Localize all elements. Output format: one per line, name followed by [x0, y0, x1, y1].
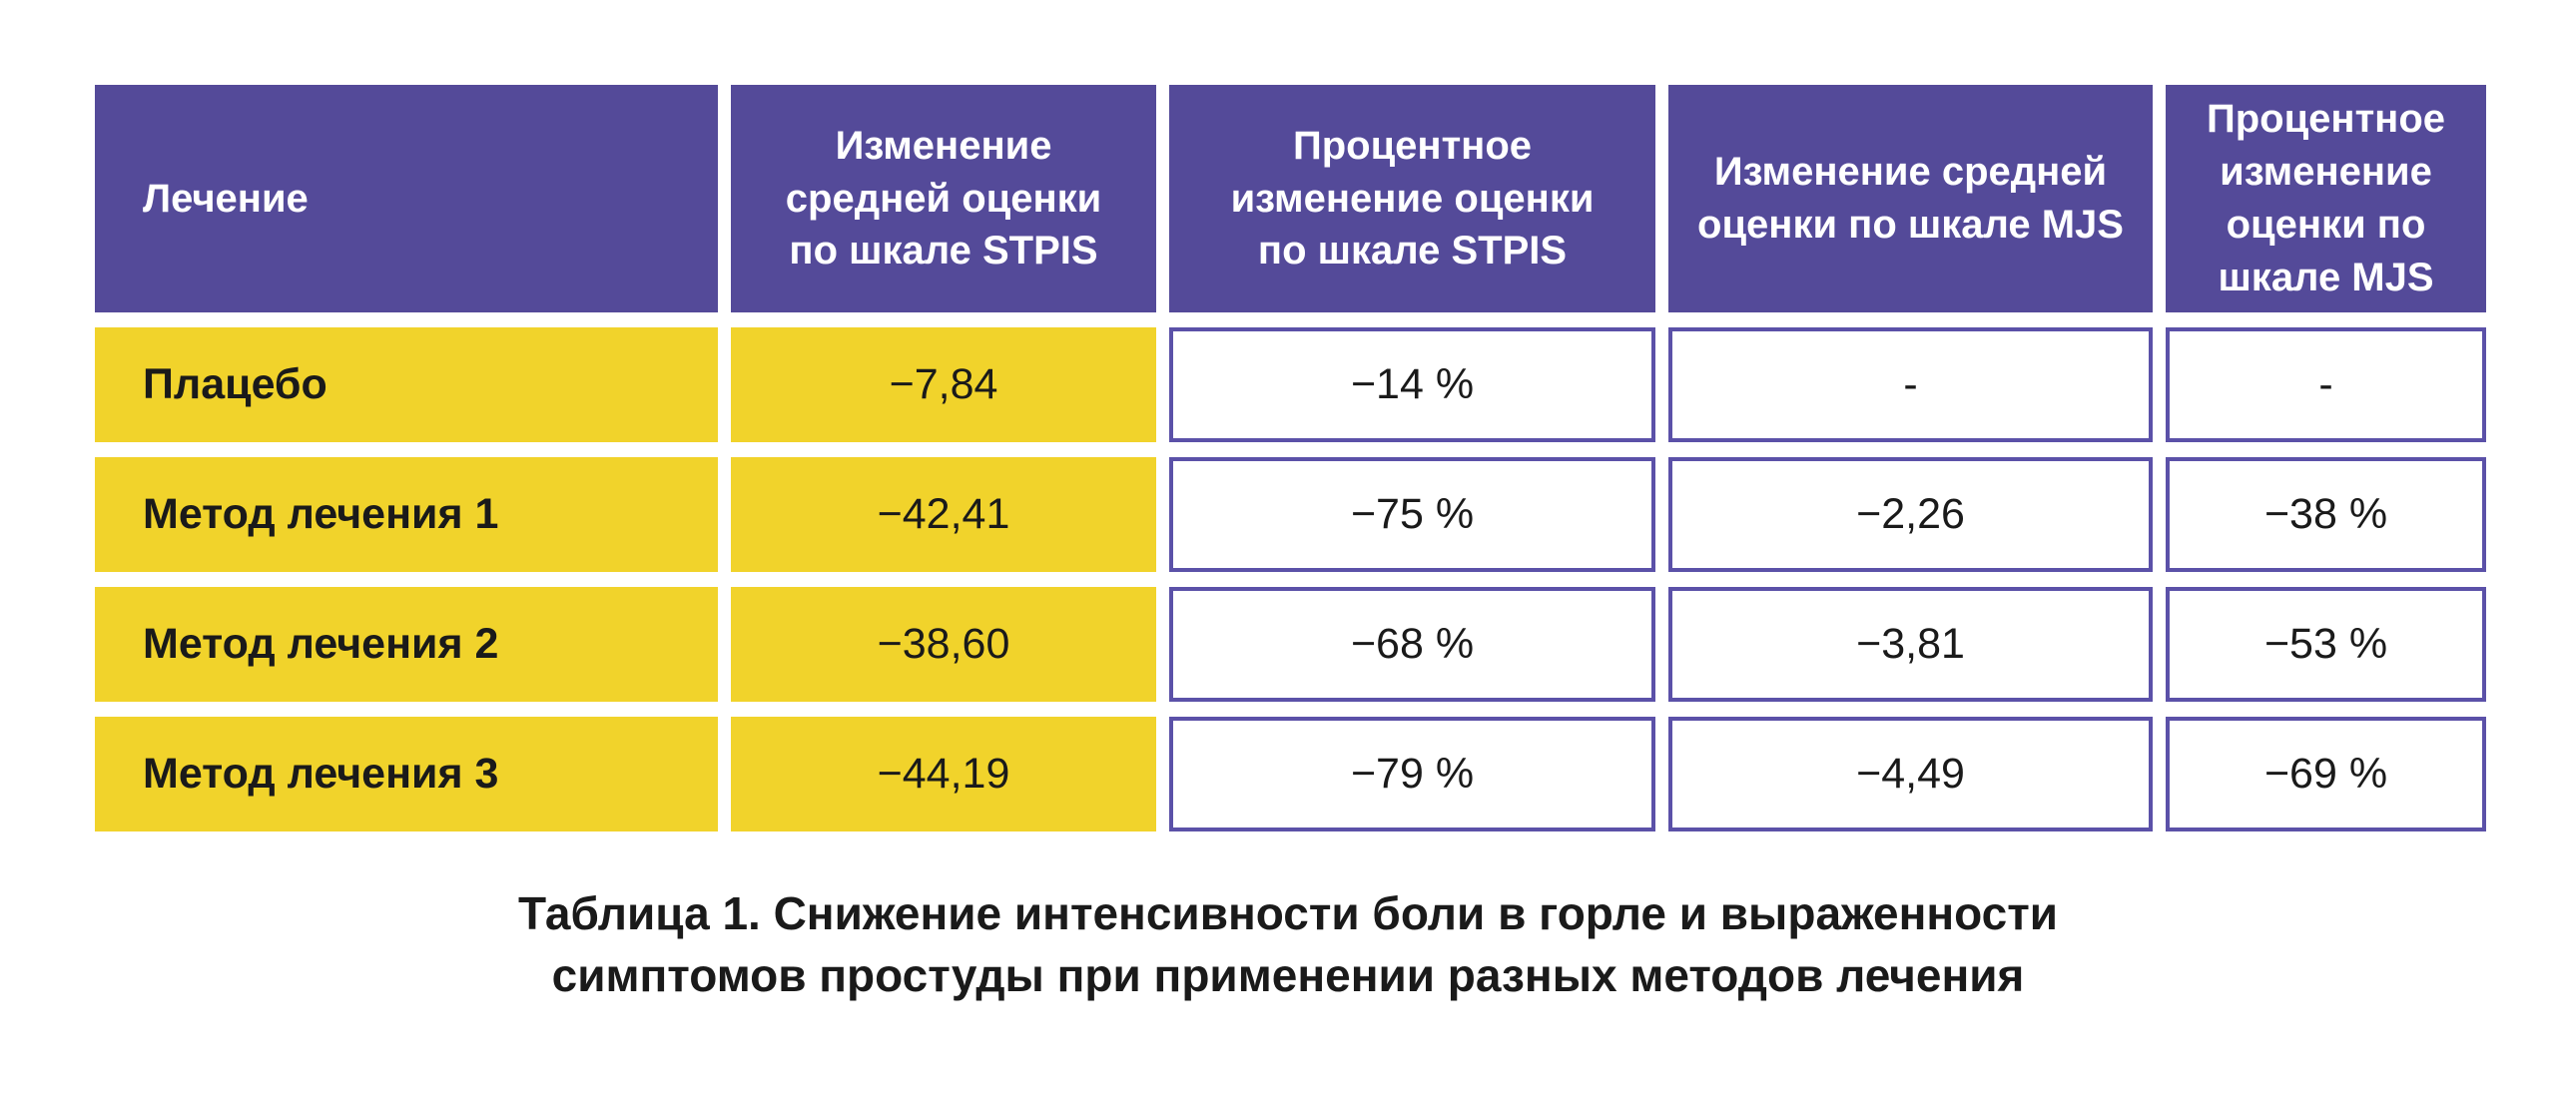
row-label-method-2: Метод лечения 2 — [95, 587, 718, 702]
cell-method-3-stpis-pct: −79 % — [1169, 717, 1655, 831]
col-header-stpis-pct-change-label: Процентное изменение оценки по шкале STP… — [1230, 123, 1595, 274]
cell-method-3-mjs-pct: −69 % — [2166, 717, 2486, 831]
cell-method-1-mjs-mean: −2,26 — [1668, 457, 2153, 572]
col-header-treatment: Лечение — [95, 85, 718, 312]
cell-method-2-mjs-pct: −53 % — [2166, 587, 2486, 702]
row-label-placebo: Плацебо — [95, 327, 718, 442]
table-caption-line-1: Таблица 1. Снижение интенсивности боли в… — [517, 887, 2059, 939]
cell-placebo-mjs-mean: - — [1668, 327, 2153, 442]
cell-placebo-stpis-mean: −7,84 — [731, 327, 1156, 442]
cell-method-2-stpis-pct: −68 % — [1169, 587, 1655, 702]
col-header-stpis-pct-change: Процентное изменение оценки по шкале STP… — [1169, 85, 1655, 312]
treatment-results-table: Лечение Изменение средней оценки по шкал… — [95, 85, 2486, 831]
row-label-method-3: Метод лечения 3 — [95, 717, 718, 831]
cell-method-2-stpis-mean: −38,60 — [731, 587, 1156, 702]
table-caption: Таблица 1. Снижение интенсивности боли в… — [0, 882, 2576, 1006]
cell-placebo-mjs-pct: - — [2166, 327, 2486, 442]
cell-method-1-stpis-pct: −75 % — [1169, 457, 1655, 572]
col-header-mjs-mean-change: Изменение средней оценки по шкале MJS — [1668, 85, 2153, 312]
col-header-stpis-mean-change-label: Изменение средней оценки по шкале STPIS — [785, 123, 1102, 274]
col-header-mjs-mean-change-label: Изменение средней оценки по шкале MJS — [1697, 150, 2124, 247]
cell-method-3-mjs-mean: −4,49 — [1668, 717, 2153, 831]
cell-placebo-stpis-pct: −14 % — [1169, 327, 1655, 442]
col-header-mjs-pct-change-label: Процентное изменение оценки по шкале MJS — [2206, 97, 2446, 299]
col-header-mjs-pct-change: Процентное изменение оценки по шкале MJS — [2166, 85, 2486, 312]
cell-method-1-mjs-pct: −38 % — [2166, 457, 2486, 572]
row-label-method-1: Метод лечения 1 — [95, 457, 718, 572]
cell-method-2-mjs-mean: −3,81 — [1668, 587, 2153, 702]
table-caption-line-2: симптомов простуды при применении разных… — [551, 949, 2025, 1001]
cell-method-1-stpis-mean: −42,41 — [731, 457, 1156, 572]
cell-method-3-stpis-mean: −44,19 — [731, 717, 1156, 831]
col-header-stpis-mean-change: Изменение средней оценки по шкале STPIS — [731, 85, 1156, 312]
col-header-treatment-label: Лечение — [143, 176, 309, 221]
